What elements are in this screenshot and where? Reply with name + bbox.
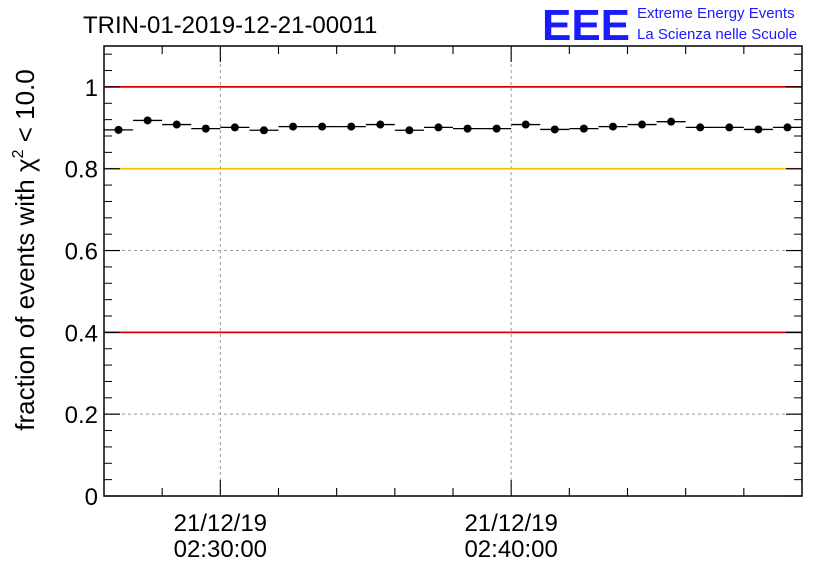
data-point [201, 124, 210, 133]
data-point [230, 123, 239, 132]
data-point [550, 125, 559, 134]
y-tick-label: 0 [85, 484, 98, 511]
axis-ticks [104, 46, 802, 497]
data-point [318, 122, 327, 131]
y-axis-label-main: fraction of events with χ [10, 158, 40, 431]
data-point [114, 125, 123, 134]
data-point [492, 124, 501, 133]
y-tick-label: 1 [85, 75, 98, 102]
y-axis-label: fraction of events with χ2 < 10.0 [10, 69, 40, 430]
x-tick-label-time: 02:30:00 [174, 536, 267, 563]
reference-lines [104, 86, 802, 334]
data-point [754, 125, 763, 134]
y-tick-label: 0.8 [65, 157, 98, 184]
eee-logo-line1: Extreme Energy Events [637, 5, 795, 22]
data-point [376, 120, 385, 129]
y-tick-labels: 0 0.2 0.4 0.6 0.8 1 [65, 75, 98, 511]
data-series [104, 116, 802, 135]
chart-title: TRIN-01-2019-12-21-00011 [83, 12, 377, 39]
data-point [347, 122, 356, 131]
data-point [725, 123, 734, 132]
data-point [405, 126, 414, 135]
data-point [172, 120, 181, 129]
data-point [463, 124, 472, 133]
y-axis-label-superscript: 2 [10, 149, 27, 158]
data-point [143, 116, 152, 125]
data-point [521, 120, 530, 129]
y-axis-label-threshold: < 10.0 [10, 69, 40, 149]
y-tick-label: 0.6 [65, 239, 98, 266]
eee-logo-mark: EEE [542, 1, 630, 50]
data-point [783, 123, 792, 132]
data-point [667, 117, 676, 126]
data-point [434, 123, 443, 132]
y-tick-label: 0.2 [65, 402, 98, 429]
data-point [289, 122, 298, 131]
eee-logo: EEE Extreme Energy Events La Scienza nel… [542, 1, 797, 50]
data-point [638, 120, 647, 129]
data-point [608, 122, 617, 131]
y-tick-label: 0.4 [65, 320, 98, 347]
data-point [579, 124, 588, 133]
x-tick-label-date: 21/12/19 [464, 510, 557, 537]
data-point [696, 123, 705, 132]
x-tick-label-time: 02:40:00 [464, 536, 557, 563]
eee-logo-line2: La Scienza nelle Scuole [637, 26, 797, 43]
x-tick-label-date: 21/12/19 [174, 510, 267, 537]
data-point [259, 126, 268, 135]
